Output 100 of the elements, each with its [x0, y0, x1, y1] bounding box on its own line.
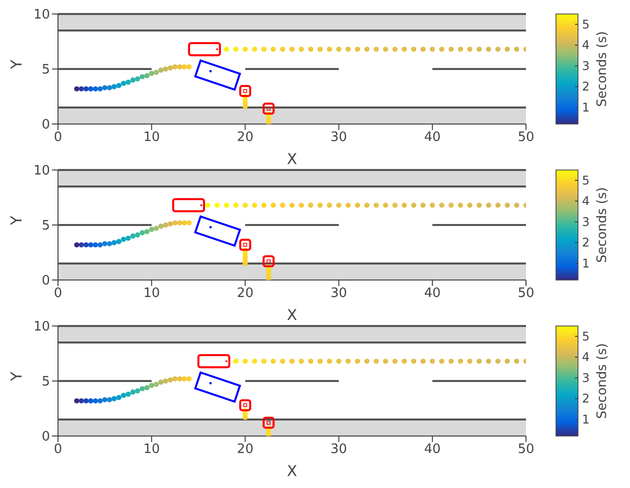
point — [326, 46, 332, 52]
point — [430, 46, 435, 52]
point — [98, 86, 103, 92]
point — [78, 242, 84, 248]
y-tick-label: 0 — [42, 430, 50, 445]
color-bar-label: 3 — [582, 58, 590, 73]
color-bar-label: 3 — [582, 214, 590, 229]
point — [317, 46, 323, 52]
point — [168, 221, 173, 226]
point — [168, 65, 173, 70]
point — [233, 358, 238, 364]
point — [130, 389, 136, 395]
point — [120, 80, 126, 86]
point — [154, 226, 159, 231]
point — [140, 74, 145, 80]
y-axis-title: Y — [7, 59, 26, 70]
point — [233, 46, 238, 52]
point — [458, 46, 464, 52]
point — [326, 202, 332, 208]
x-tick-label: 10 — [143, 130, 160, 146]
point — [448, 46, 454, 52]
point — [78, 86, 84, 92]
point — [134, 76, 140, 82]
point — [172, 64, 178, 70]
point — [214, 202, 220, 208]
point — [270, 358, 276, 364]
color-bar-label: 4 — [582, 194, 590, 208]
point — [154, 70, 159, 75]
point — [430, 202, 435, 208]
x-tick-label: 20 — [236, 130, 254, 146]
point — [158, 68, 164, 73]
x-tick-label: 50 — [518, 286, 534, 302]
point — [106, 397, 112, 402]
point — [163, 378, 168, 384]
point — [106, 85, 112, 90]
point — [308, 358, 314, 364]
point — [308, 46, 314, 52]
point — [102, 241, 108, 246]
point — [106, 241, 112, 246]
x-tick-label: 30 — [330, 442, 348, 458]
point — [116, 394, 122, 400]
y-tick-label: 5 — [42, 62, 50, 78]
point — [182, 376, 187, 382]
point — [120, 236, 126, 242]
point — [411, 46, 416, 52]
y-tick-label: 0 — [42, 274, 50, 289]
point — [88, 86, 94, 92]
color-bar-label: 1 — [582, 412, 590, 426]
color-bar-label: 5 — [582, 17, 590, 32]
x-tick-label: 0 — [54, 130, 62, 146]
point — [242, 104, 248, 109]
x-tick-label: 50 — [518, 442, 534, 458]
point — [134, 232, 140, 238]
y-axis-title: Y — [7, 371, 26, 382]
point — [98, 242, 103, 248]
point — [317, 202, 323, 208]
x-axis-title: X — [286, 306, 298, 324]
color-bar-label: 1 — [582, 256, 590, 270]
color-bar-label: 5 — [582, 173, 590, 188]
point — [102, 397, 108, 402]
point — [92, 398, 98, 404]
y-tick-label: 10 — [33, 320, 50, 335]
point — [74, 242, 80, 248]
point — [116, 82, 122, 88]
x-tick-label: 30 — [330, 286, 348, 302]
point — [144, 229, 150, 234]
point — [448, 202, 454, 208]
point — [467, 358, 472, 364]
point — [126, 236, 131, 241]
point — [88, 242, 94, 248]
point — [144, 385, 150, 390]
point — [88, 398, 94, 404]
point — [130, 233, 136, 239]
point — [158, 224, 164, 229]
point — [308, 202, 314, 208]
point — [172, 376, 178, 382]
point — [172, 220, 178, 226]
y-tick-label: 10 — [33, 164, 50, 179]
x-tick-label: 50 — [518, 130, 534, 146]
point — [163, 222, 168, 228]
point — [182, 220, 187, 226]
x-tick-label: 20 — [236, 286, 254, 302]
point — [467, 46, 472, 52]
point — [233, 202, 238, 208]
point — [448, 358, 454, 364]
point — [467, 202, 472, 208]
point — [439, 46, 444, 52]
point — [182, 64, 187, 70]
point — [177, 376, 182, 382]
y-tick-label: 5 — [42, 374, 50, 390]
x-axis-title: X — [286, 462, 298, 480]
color-bar-title: Seconds (s) — [595, 343, 610, 419]
point — [224, 202, 230, 208]
point — [83, 86, 89, 92]
point — [126, 80, 131, 85]
point — [326, 358, 332, 364]
x-tick-label: 10 — [143, 442, 160, 458]
point — [411, 202, 416, 208]
point — [112, 240, 117, 246]
x-tick-label: 20 — [236, 442, 254, 458]
